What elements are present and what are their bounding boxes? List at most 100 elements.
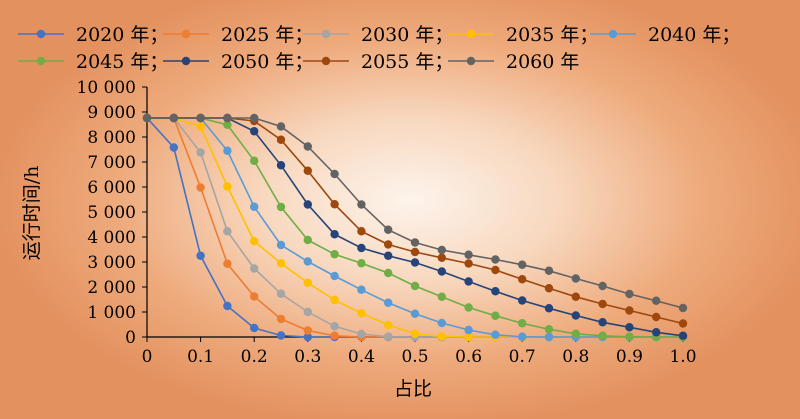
data-point [625, 306, 634, 315]
data-point [303, 332, 312, 342]
data-point [276, 240, 286, 250]
data-point [303, 166, 312, 175]
data-point [544, 266, 554, 275]
data-point [437, 292, 446, 301]
x-tick-label: 1.0 [669, 347, 696, 367]
data-point [196, 183, 205, 192]
x-tick-label: 0.3 [294, 347, 321, 367]
data-point [678, 303, 688, 313]
legend-marker [36, 56, 46, 66]
data-point [223, 227, 232, 236]
data-point [491, 330, 500, 339]
data-point [464, 332, 473, 342]
axes: 0 1 000 2 000 3 000 4 000 5 000 6 000 7 000 8 00… [77, 78, 697, 367]
legend-item: 2025 年； [163, 24, 313, 46]
data-point [571, 274, 580, 283]
data-point [223, 301, 232, 311]
legend-label: 2055 年； [361, 51, 453, 73]
data-point [625, 323, 634, 332]
data-point [196, 148, 205, 157]
data-point [250, 113, 259, 123]
legend-item: 2020 年； [18, 24, 168, 46]
y-tick-label: 9 000 [87, 103, 136, 123]
legend-item: 2045 年； [18, 51, 168, 73]
data-point [544, 284, 554, 293]
series-line [147, 117, 684, 309]
data-point [303, 307, 312, 317]
y-tick-label: 1 000 [87, 303, 136, 323]
data-point [625, 289, 634, 299]
legend-label: 2045 年； [76, 51, 168, 73]
data-point [384, 320, 393, 330]
y-axis-title: 运行时间/h [21, 166, 43, 261]
data-point [571, 292, 580, 301]
data-point [276, 135, 286, 144]
x-tick-label: 0.9 [616, 347, 643, 367]
y-tick-label: 8 000 [87, 128, 136, 148]
legend-label: 2025 年； [221, 24, 313, 46]
legend-label: 2040 年； [648, 24, 740, 46]
data-point [276, 202, 286, 212]
x-tick-label: 0.4 [348, 347, 375, 367]
legend-item: 2035 年； [448, 24, 598, 46]
data-point [652, 328, 661, 337]
data-point [357, 309, 366, 318]
legend-marker [181, 29, 191, 39]
data-point [276, 289, 286, 298]
data-point [384, 251, 393, 260]
legend-item: 2030 年； [303, 24, 453, 46]
data-point [330, 230, 339, 239]
data-point [169, 113, 178, 123]
data-point [464, 303, 473, 312]
data-point [491, 311, 500, 320]
data-point [250, 264, 259, 273]
data-point [223, 113, 232, 123]
data-point [625, 332, 634, 341]
data-point [464, 325, 473, 335]
legend-marker [181, 56, 191, 66]
data-point [678, 319, 688, 328]
data-point [223, 259, 232, 268]
data-point [303, 326, 312, 335]
y-tick-label: 10 000 [77, 78, 136, 98]
data-point [598, 331, 607, 340]
data-point [276, 331, 286, 340]
legend-item: 2050 年； [163, 51, 313, 73]
data-point [330, 295, 339, 305]
data-point [652, 312, 661, 322]
data-point [598, 299, 607, 309]
data-point [678, 331, 688, 340]
data-point [571, 311, 580, 320]
x-tick-label: 0.2 [241, 347, 268, 367]
data-point [598, 281, 607, 291]
data-point [303, 278, 312, 287]
data-point [330, 200, 339, 209]
data-point [544, 304, 554, 313]
data-point [518, 275, 527, 284]
data-point [196, 251, 205, 260]
data-point [491, 287, 500, 296]
legend-marker [466, 56, 476, 66]
data-point [437, 267, 446, 276]
y-tick-label: 0 [125, 328, 136, 348]
x-tick-label: 0.5 [401, 347, 428, 367]
x-axis-title: 占比 [394, 378, 432, 400]
data-point [250, 292, 259, 301]
data-point [250, 323, 259, 333]
data-point [223, 182, 232, 191]
data-point [330, 250, 339, 259]
data-point [384, 225, 393, 234]
legend-label: 2060 年 [506, 51, 579, 73]
x-tick-label: 0.7 [509, 347, 536, 367]
data-point [437, 318, 446, 328]
data-point [464, 259, 473, 268]
data-point [410, 247, 420, 257]
legend-marker [321, 29, 331, 39]
x-tick-label: 0.6 [455, 347, 482, 367]
y-tick-label: 3 000 [87, 253, 136, 273]
data-point [303, 142, 312, 151]
data-point [330, 169, 339, 179]
y-tick-label: 5 000 [87, 203, 136, 223]
data-point [303, 257, 312, 266]
